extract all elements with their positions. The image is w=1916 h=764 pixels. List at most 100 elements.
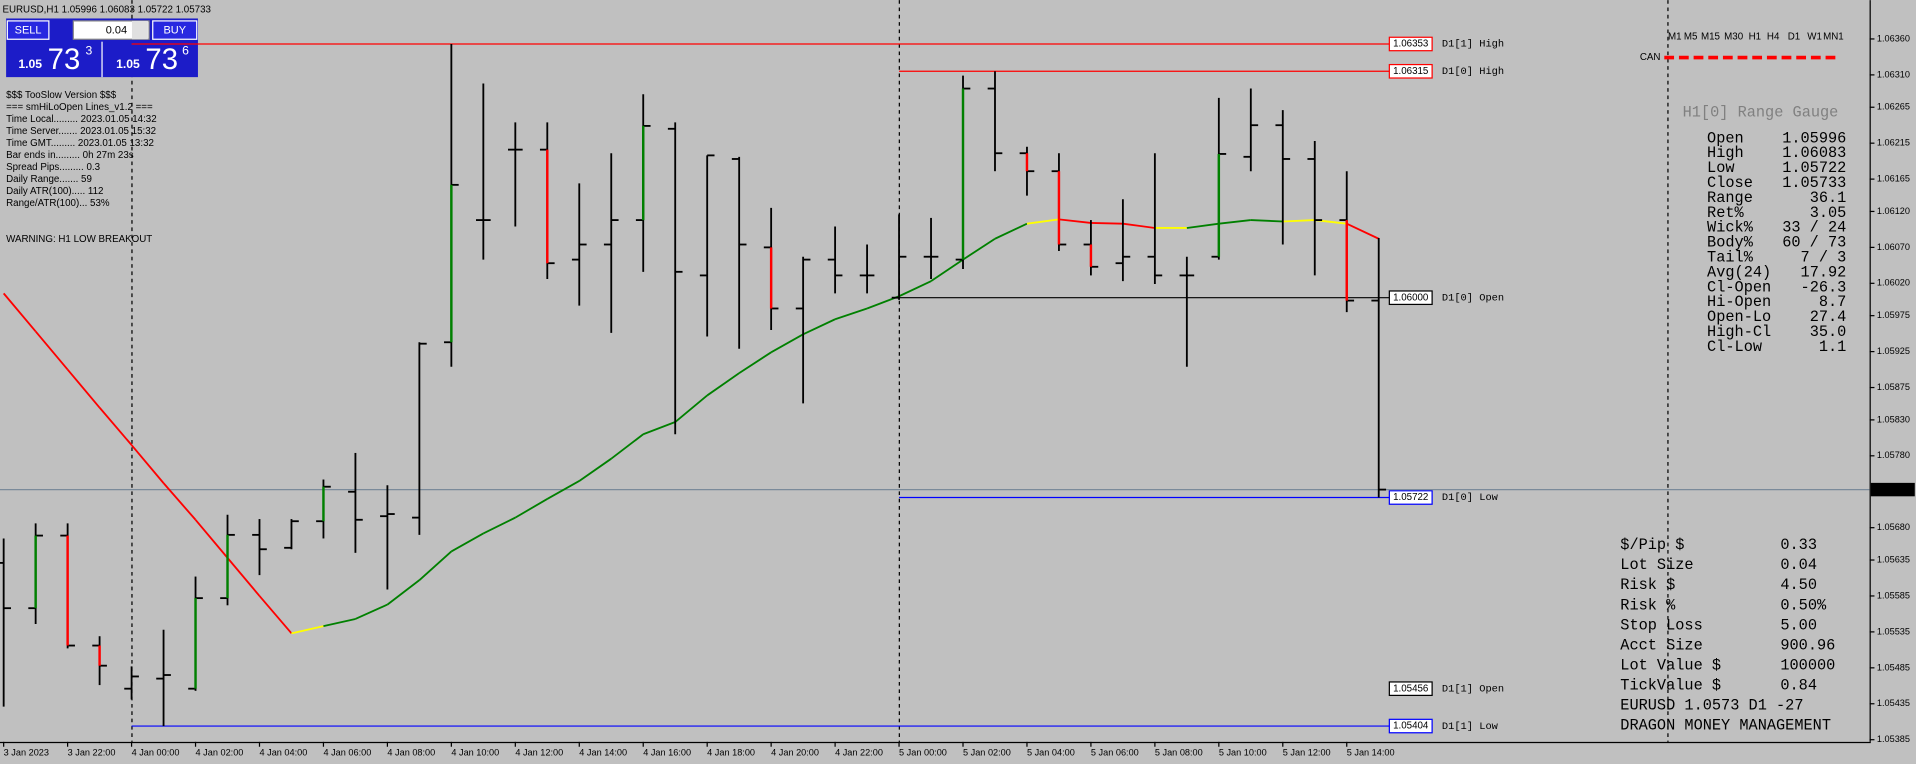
gauge-value: 7 / 3	[1801, 249, 1847, 267]
timeframe-button[interactable]: D1	[1788, 31, 1800, 42]
info-line: Daily ATR(100)..... 112	[6, 186, 103, 197]
mm-value: 5.00	[1780, 616, 1817, 634]
timeframe-button[interactable]: H4	[1767, 31, 1780, 42]
gauge-value: 1.05722	[1782, 159, 1846, 177]
level-name: D1[0] High	[1442, 66, 1504, 78]
lot-value[interactable]: 0.04	[106, 25, 127, 37]
mm-value: 900.96	[1780, 636, 1835, 654]
y-tick-label: 1.05975	[1877, 310, 1910, 320]
level-box	[1388, 490, 1433, 505]
y-tick-label: 1.05435	[1877, 698, 1910, 708]
indicator-segment	[930, 258, 964, 282]
buy-button[interactable]	[152, 20, 198, 40]
level-name: D1[0] Open	[1442, 292, 1504, 304]
level-name: D1[1] High	[1442, 39, 1504, 51]
y-tick-label: 1.06310	[1877, 69, 1910, 79]
y-tick-label: 1.05635	[1877, 554, 1910, 564]
indicator-segment	[386, 579, 420, 606]
y-tick-label: 1.06070	[1877, 242, 1910, 252]
indicator-segment	[642, 421, 676, 436]
timeframe-button[interactable]: M15	[1701, 31, 1721, 42]
x-tick-label: 5 Jan 02:00	[963, 747, 1011, 757]
indicator-segment	[1186, 222, 1219, 229]
indicator-segment	[802, 318, 836, 336]
gauge-label: Close	[1707, 174, 1753, 192]
sell-button[interactable]	[6, 20, 50, 40]
indicator-segment	[1282, 219, 1315, 223]
mm-value: 100000	[1780, 656, 1835, 674]
current-price-box	[1870, 482, 1915, 497]
x-tick-label: 3 Jan 2023	[4, 747, 49, 757]
indicator-segment	[770, 333, 804, 354]
indicator-segment	[34, 330, 69, 371]
y-tick-label: 1.06265	[1877, 102, 1910, 112]
gauge-label: Open	[1707, 129, 1744, 147]
timeframe-button[interactable]: M30	[1724, 31, 1744, 42]
gauge-value: 1.05733	[1782, 174, 1846, 192]
timeframe-button[interactable]: M1	[1668, 31, 1682, 42]
indicator-segment	[258, 595, 293, 634]
chart-header: EURUSD,H1 1.05996 1.06083 1.05722 1.0573…	[2, 4, 211, 15]
timeframe-button[interactable]: M5	[1684, 31, 1698, 42]
indicator-segment	[66, 368, 101, 409]
indicator-segment	[1250, 219, 1283, 223]
indicator-segment	[355, 603, 388, 620]
level-box	[1388, 36, 1433, 52]
gauge-label: Body%	[1707, 234, 1754, 252]
indicator-segment	[1122, 222, 1156, 229]
y-tick-label: 1.05535	[1877, 626, 1910, 636]
lot-spinner[interactable]	[131, 20, 148, 40]
x-tick-label: 5 Jan 06:00	[1091, 747, 1139, 757]
x-tick-label: 5 Jan 12:00	[1283, 747, 1331, 757]
x-tick-label: 4 Jan 22:00	[835, 747, 883, 757]
mm-label: Acct Size	[1620, 636, 1702, 654]
level-box	[1388, 681, 1433, 697]
timeframe-button[interactable]: W1	[1807, 31, 1822, 42]
x-tick-label: 5 Jan 14:00	[1347, 747, 1395, 757]
lot-input[interactable]	[72, 20, 150, 40]
y-tick-label: 1.05830	[1877, 414, 1910, 424]
info-line: === smHiLoOpen Lines_v1.2 ===	[6, 102, 153, 113]
y-tick-label: 1.06360	[1877, 33, 1910, 43]
gauge-value: 33 / 24	[1782, 219, 1846, 237]
gauge-label: Tail%	[1707, 249, 1754, 267]
bid-main: 73	[48, 43, 81, 76]
indicator-segment	[226, 557, 261, 597]
gauge-value: 35.0	[1810, 323, 1847, 341]
x-tick-label: 5 Jan 04:00	[1027, 747, 1075, 757]
x-tick-label: 4 Jan 12:00	[515, 747, 563, 757]
level-name: D1[0] Low	[1442, 492, 1499, 504]
gauge-value: 1.1	[1819, 338, 1846, 356]
info-line: Time Server....... 2023.01.05 15:32	[6, 126, 156, 137]
sell-label[interactable]: SELL	[15, 25, 42, 37]
info-line: Time GMT......... 2023.01.05 13:32	[6, 138, 154, 149]
gauge-value: 60 / 73	[1782, 234, 1846, 252]
bid-big: 1.05	[18, 57, 42, 71]
ask-big: 1.05	[116, 57, 140, 71]
indicator-segment	[514, 498, 548, 519]
mm-label: Lot Size	[1620, 556, 1693, 574]
gauge-label: High	[1707, 144, 1744, 162]
x-tick-label: 5 Jan 08:00	[1155, 747, 1203, 757]
gauge-value: 36.1	[1810, 189, 1847, 207]
indicator-segment	[962, 237, 996, 261]
mm-label: TickValue $	[1620, 676, 1721, 694]
buy-label[interactable]: BUY	[163, 25, 186, 37]
x-tick-label: 3 Jan 22:00	[68, 747, 116, 757]
bid-frac: 3	[86, 44, 93, 58]
ask-frac: 6	[182, 44, 189, 58]
level-box	[1388, 718, 1433, 734]
x-tick-label: 4 Jan 02:00	[196, 747, 244, 757]
gauge-value: 1.05996	[1782, 129, 1846, 147]
current-price-label: 1.05733	[1876, 484, 1909, 494]
timeframe-button[interactable]: H1	[1749, 31, 1761, 42]
timeframe-button[interactable]: MN1	[1823, 31, 1844, 42]
x-tick-label: 4 Jan 10:00	[451, 747, 499, 757]
gauge-label: Cl-Open	[1707, 278, 1771, 296]
mm-value: 0.33	[1780, 536, 1817, 554]
gauge-label: Hi-Open	[1707, 293, 1771, 311]
indicator-segment	[1218, 219, 1251, 225]
gauge-label: High-Cl	[1707, 323, 1771, 341]
